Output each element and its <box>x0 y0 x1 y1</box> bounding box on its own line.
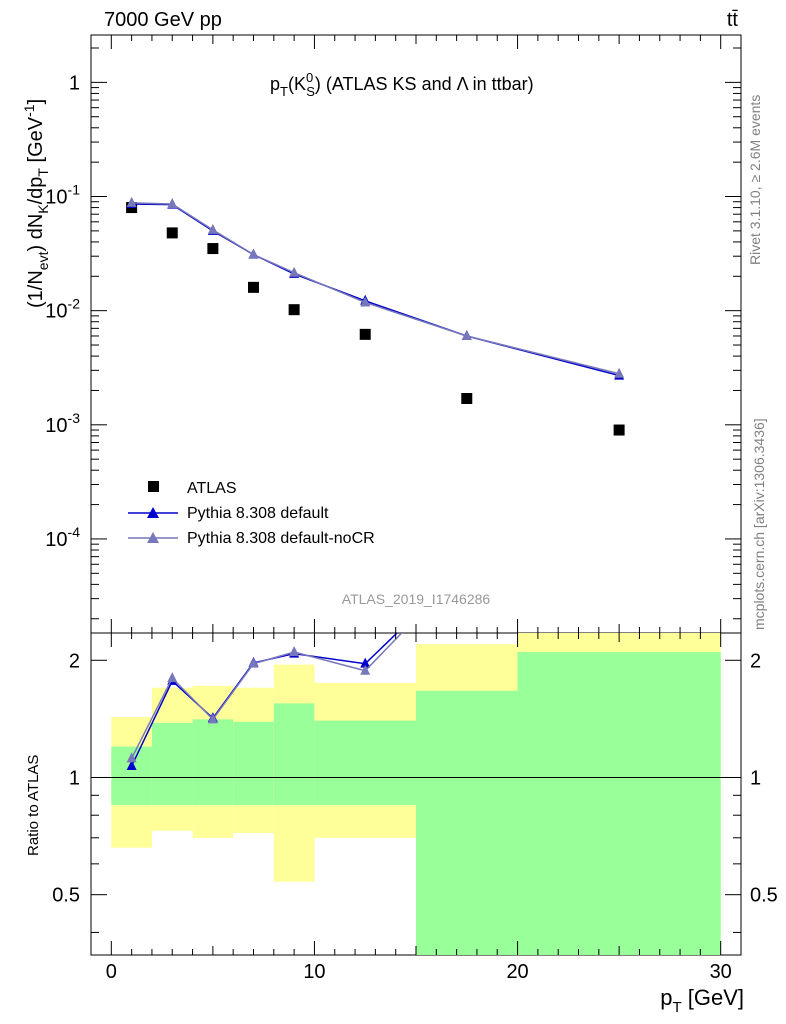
rivet-label: Rivet 3.1.10, ≥ 2.6M events <box>747 95 763 265</box>
mc-marker <box>248 248 259 259</box>
y-tick-label: 10-1 <box>45 182 80 209</box>
data-point <box>288 304 300 316</box>
legend: ATLAS Pythia 8.308 default Pythia 8.308 … <box>128 480 375 547</box>
ratio-marker <box>289 646 300 657</box>
mc-line-2 <box>131 202 620 375</box>
y-tick-label: 10-2 <box>45 296 80 323</box>
data-point <box>207 243 219 255</box>
axes: 0 10 20 30 1 10-1 10-2 10-3 10-4 0.5 0.5 1 1 2 2 <box>45 35 778 983</box>
mc-marker <box>289 266 300 277</box>
ratio-y-tick-label-right: 1 <box>750 767 761 789</box>
mc-marker <box>360 296 371 307</box>
ratio-band-group <box>91 633 741 955</box>
ratio-marker <box>360 664 371 675</box>
ratio-band-inner <box>416 690 518 955</box>
ratio-y-tick-label: 1 <box>69 767 80 789</box>
x-tick-label: 10 <box>303 961 325 983</box>
ratio-y-label: Ratio to ATLAS <box>25 755 42 856</box>
ratio-marker <box>167 672 178 683</box>
ratio-band-inner <box>273 703 315 805</box>
mc-marker <box>126 196 137 207</box>
ratio-y-tick-label: 0.5 <box>52 885 80 907</box>
main-plot <box>126 196 625 436</box>
ratio-y-tick-label-right: 0.5 <box>750 885 778 907</box>
legend-marker-atlas <box>148 481 159 492</box>
y-tick-label: 10-3 <box>45 410 80 437</box>
plot-title: pT(K0 S) (ATLAS KS and Λ in ttbar) <box>270 70 534 99</box>
ratio-y-tick-label-right: 2 <box>750 650 761 672</box>
mc-line-1 <box>131 203 620 377</box>
ratio-y-tick-label: 2 <box>69 650 80 672</box>
y-axis-label: (1/Nevt) dNK/dpT [GeV-1] <box>21 99 51 308</box>
energy-label: 7000 GeV pp <box>104 9 222 31</box>
data-point <box>166 227 178 239</box>
ratio-band-inner <box>151 723 193 805</box>
mc-marker <box>461 329 472 340</box>
ratio-marker <box>126 752 137 763</box>
ratio-marker <box>248 657 259 668</box>
ratio-marker <box>207 713 218 724</box>
y-tick-label: 10-4 <box>45 524 80 551</box>
mc-marker <box>167 197 178 208</box>
legend-label-nocr: Pythia 8.308 default-noCR <box>187 530 375 547</box>
mcplots-label: mcplots.cern.ch [arXiv:1306.3436] <box>751 418 767 630</box>
process-label: tt̄ <box>727 9 739 31</box>
x-tick-label: 20 <box>506 961 528 983</box>
legend-label-default: Pythia 8.308 default <box>187 505 329 522</box>
legend-label-atlas: ATLAS <box>187 480 237 497</box>
x-axis-label: pT [GeV] <box>660 985 744 1016</box>
analysis-id: ATLAS_2019_I1746286 <box>342 591 491 607</box>
mc-marker <box>207 223 218 234</box>
y-tick-label: 1 <box>69 72 80 94</box>
data-point <box>359 328 371 340</box>
ratio-band-inner <box>192 719 234 805</box>
ratio-marker <box>360 657 371 668</box>
data-point <box>248 281 259 293</box>
ratio-marker <box>126 760 137 771</box>
mc-marker <box>614 367 625 378</box>
data-point <box>461 393 473 405</box>
ratio-band-inner <box>314 720 416 805</box>
data-point <box>613 424 625 436</box>
ratio-band-inner <box>233 721 274 805</box>
legend-marker-nocr <box>147 532 159 543</box>
ratio-bands <box>91 633 741 955</box>
legend-marker-default <box>147 507 159 518</box>
x-tick-label: 30 <box>710 961 732 983</box>
ratio-band-inner <box>517 652 721 955</box>
x-tick-label: 0 <box>106 961 117 983</box>
